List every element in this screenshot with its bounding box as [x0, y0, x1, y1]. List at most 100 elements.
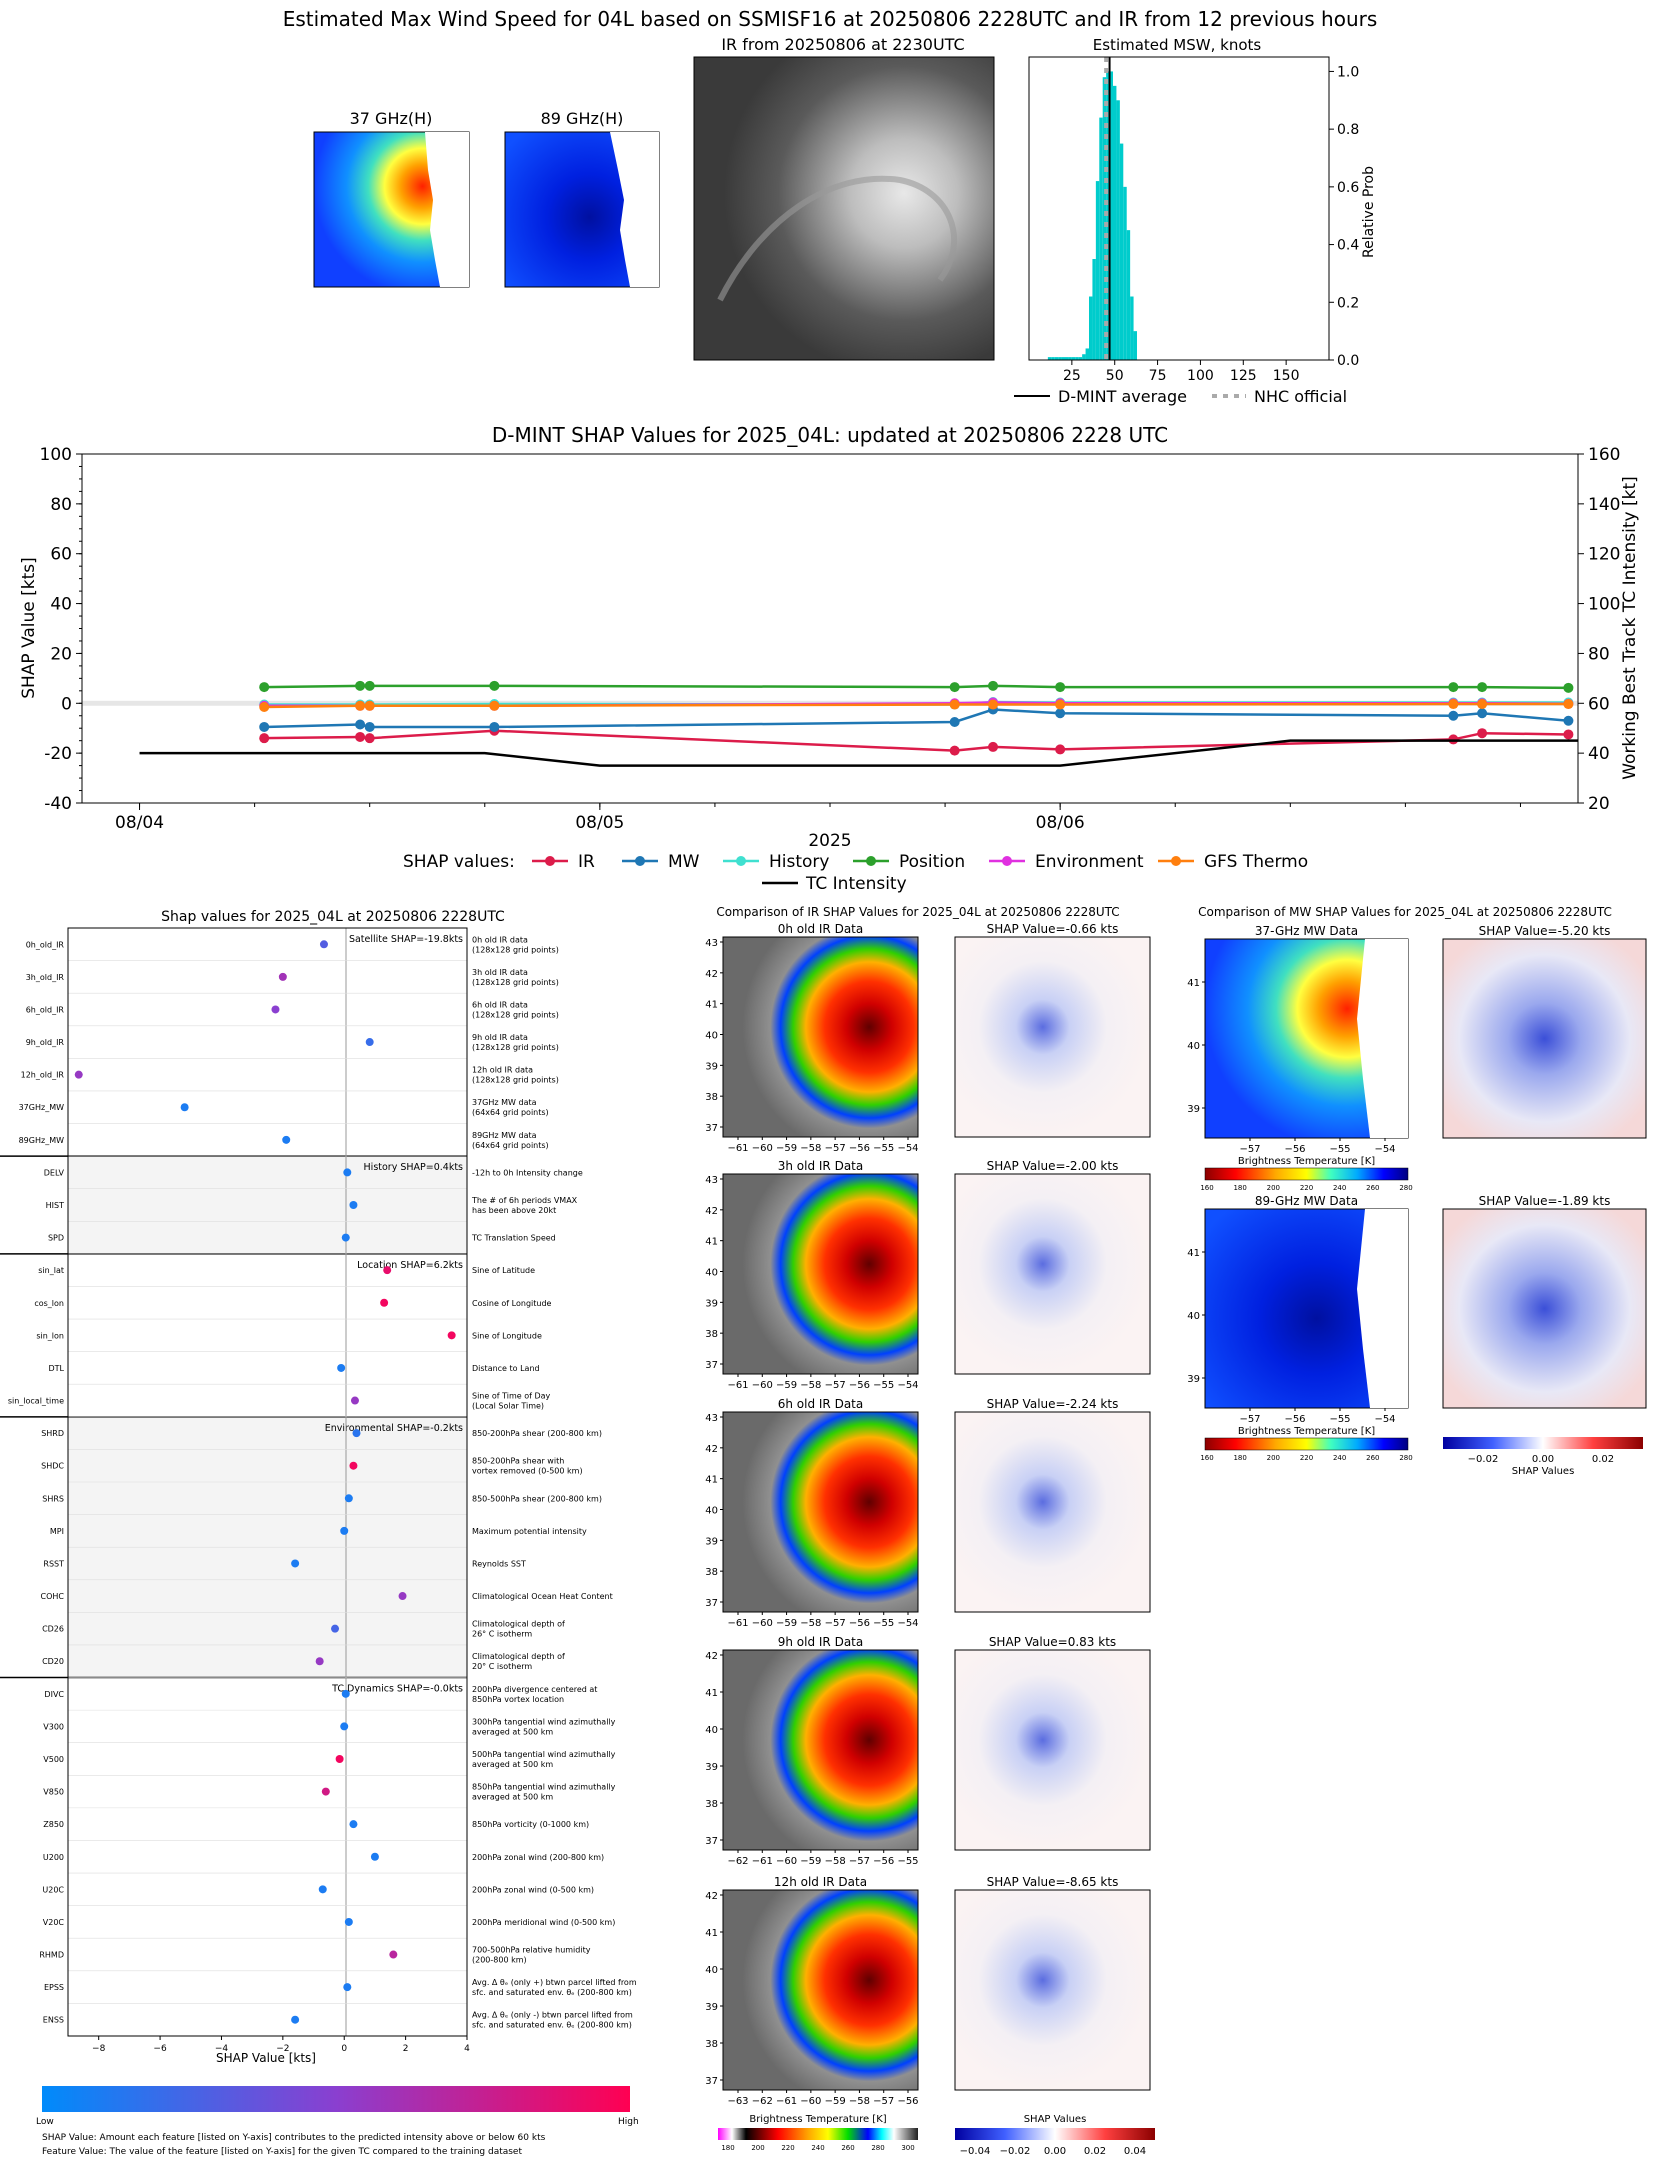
- ir-shap-map: [954, 1173, 1151, 1375]
- bee-feature-desc-enss: Avg. Δ θₑ (only -) btwn parcel lifted fr…: [472, 2011, 633, 2020]
- mw-bt-tick-label: 260: [1366, 1184, 1379, 1192]
- ir-xtick-label: −56: [849, 1143, 870, 1154]
- mw-bt-tick-label: 160: [1200, 1454, 1213, 1462]
- mw-bt-tick-label: 280: [1399, 1184, 1412, 1192]
- series-point-gfs-thermo: [1055, 699, 1066, 710]
- bee-point-shrs: [344, 1494, 353, 1503]
- mw-bt-colorbar-gradient: [1204, 1167, 1409, 1181]
- series-point-position: [1448, 682, 1459, 693]
- ir-ytick-label: 40: [705, 1965, 718, 1976]
- bee-point-v20c: [344, 1917, 353, 1926]
- ir-ytick-label: 42: [705, 1206, 718, 1217]
- msw-histogram: Estimated MSW, knots Relative Prob 25 50 7…: [1028, 36, 1377, 384]
- ir-xtick-label: −55: [873, 1380, 894, 1391]
- bee-point-spd: [341, 1233, 350, 1242]
- mw-ytick-label: 39: [1187, 1104, 1200, 1115]
- histogram-xtick-label: 25: [1063, 368, 1081, 384]
- histogram-ytick-label: 0.4: [1337, 238, 1359, 254]
- legend-label-ir: IR: [578, 852, 595, 872]
- histogram-bar: [1130, 296, 1134, 360]
- legend-label-mw: MW: [668, 852, 700, 872]
- bee-feature-desc-6h-old-ir: (128x128 grid points): [472, 1010, 559, 1019]
- series-point-position: [949, 682, 960, 693]
- mw-xtick-label: −55: [1329, 1144, 1350, 1155]
- mw-bt-tick-label: 200: [1267, 1454, 1280, 1462]
- ir-xtick-label: −59: [776, 1380, 797, 1391]
- histogram-xtick-label: 125: [1230, 368, 1257, 384]
- bee-point-shrd: [352, 1429, 361, 1438]
- mw-bt-tick-label: 220: [1300, 1184, 1313, 1192]
- ir-bt-tick-label: 300: [901, 2144, 914, 2152]
- bee-point-enss: [291, 2015, 300, 2024]
- bee-feature-desc-mpi: Maximum potential intensity: [472, 1527, 587, 1536]
- ir-xtick-label: −60: [776, 1856, 797, 1867]
- bee-group-band: [68, 1156, 467, 1254]
- bee-feature-desc-6h-old-ir: 6h old IR data: [472, 1000, 528, 1009]
- bee-feature-label-shrd: SHRD: [41, 1429, 64, 1438]
- timeseries-xlabel: 2025: [808, 831, 851, 851]
- ts-ytick-right-label: 160: [1588, 445, 1620, 465]
- bee-point-6h-old-ir: [271, 1005, 280, 1014]
- bee-feature-desc-epss: sfc. and saturated env. θₑ (200-800 km): [472, 1988, 632, 1997]
- bee-point-sin-local-time: [350, 1396, 359, 1405]
- bee-feature-desc-9h-old-ir: 9h old IR data: [472, 1033, 528, 1042]
- shap-feature-plot: Shap values for 2025_04L at 20250806 222…: [0, 909, 637, 2065]
- bee-feature-label-z850: Z850: [43, 1820, 64, 1829]
- mw-xtick-label: −56: [1284, 1144, 1305, 1155]
- ir-xtick-label: −60: [800, 2096, 821, 2107]
- ir-bt-tick-label: 260: [841, 2144, 854, 2152]
- histogram-bar: [1054, 357, 1059, 360]
- legend-marker-ir: [545, 856, 555, 866]
- ir-xtick-label: −57: [825, 1618, 846, 1629]
- bee-xtick-label: 2: [403, 2044, 409, 2054]
- legend-title: SHAP values:: [403, 852, 515, 872]
- bee-point-hist: [349, 1201, 358, 1209]
- series-point-ir: [1563, 729, 1574, 740]
- histogram-legend: D-MINT average NHC official: [1014, 387, 1347, 406]
- ir-bt-tick-label: 180: [721, 2144, 734, 2152]
- bee-feature-label-enss: ENSS: [43, 2016, 64, 2025]
- bee-feature-label-u20c: U20C: [42, 1885, 64, 1894]
- bee-feature-desc-v850: averaged at 500 km: [472, 1793, 553, 1802]
- mw-bt-tick-label: 180: [1233, 1454, 1246, 1462]
- ir-ytick-label: 37: [705, 1123, 718, 1134]
- bee-feature-desc-divc: 850hPa vortex location: [472, 1695, 564, 1704]
- bee-feature-label-9h-old-ir: 9h_old_IR: [26, 1038, 65, 1047]
- ir-ytick-label: 38: [705, 2039, 718, 2050]
- bee-feature-label-v500: V500: [43, 1755, 64, 1764]
- bee-point-u20c: [318, 1885, 327, 1894]
- bee-xtick-label: −4: [215, 2044, 229, 2054]
- ir-grayscale-image: [693, 56, 995, 361]
- bee-point-z850: [349, 1820, 358, 1829]
- bee-feature-desc-sin-local-time: (Local Solar Time): [472, 1402, 544, 1411]
- histogram-bar: [1085, 348, 1089, 360]
- histogram-xtick-label: 150: [1273, 368, 1300, 384]
- bee-feature-desc-sin-local-time: Sine of Time of Day: [472, 1392, 551, 1401]
- ir-colored-image: [722, 1411, 919, 1613]
- bee-feature-label-89ghz-mw: 89GHz_MW: [19, 1136, 64, 1145]
- ir-xtick-label: −61: [727, 1380, 748, 1391]
- ir-shap-tick-label: 0.04: [1124, 2146, 1146, 2157]
- bee-feature-desc-9h-old-ir: (128x128 grid points): [472, 1043, 559, 1052]
- ir-bt-tick-label: 220: [781, 2144, 794, 2152]
- series-point-position: [1563, 682, 1574, 693]
- legend-label-tc-intensity: TC Intensity: [805, 874, 907, 894]
- bee-feature-desc-v500: averaged at 500 km: [472, 1760, 553, 1769]
- ir-colored-image: [722, 1173, 919, 1375]
- bee-feature-label-0h-old-ir: 0h_old_IR: [26, 940, 65, 949]
- bee-colorbar-gradient: [42, 2086, 630, 2112]
- bee-feature-label-v300: V300: [43, 1722, 64, 1731]
- mw-xtick-label: −54: [1374, 1144, 1395, 1155]
- bee-feature-desc-u200: 200hPa zonal wind (200-800 km): [472, 1853, 604, 1862]
- mw-xtick-label: −57: [1239, 1144, 1260, 1155]
- histogram-bar: [1047, 357, 1052, 360]
- bee-feature-desc-dtl: Distance to Land: [472, 1364, 540, 1373]
- legend-marker-gfs-thermo: [1171, 856, 1181, 866]
- ir-ytick-label: 40: [705, 1506, 718, 1517]
- series-point-gfs-thermo: [355, 700, 366, 711]
- series-point-mw: [355, 719, 366, 730]
- ts-ytick-label: 100: [40, 445, 72, 465]
- bee-feature-desc-hist: has been above 20kt: [472, 1206, 556, 1215]
- mw-bt-tick-label: 280: [1399, 1454, 1412, 1462]
- bee-feature-desc-0h-old-ir: (128x128 grid points): [472, 945, 559, 954]
